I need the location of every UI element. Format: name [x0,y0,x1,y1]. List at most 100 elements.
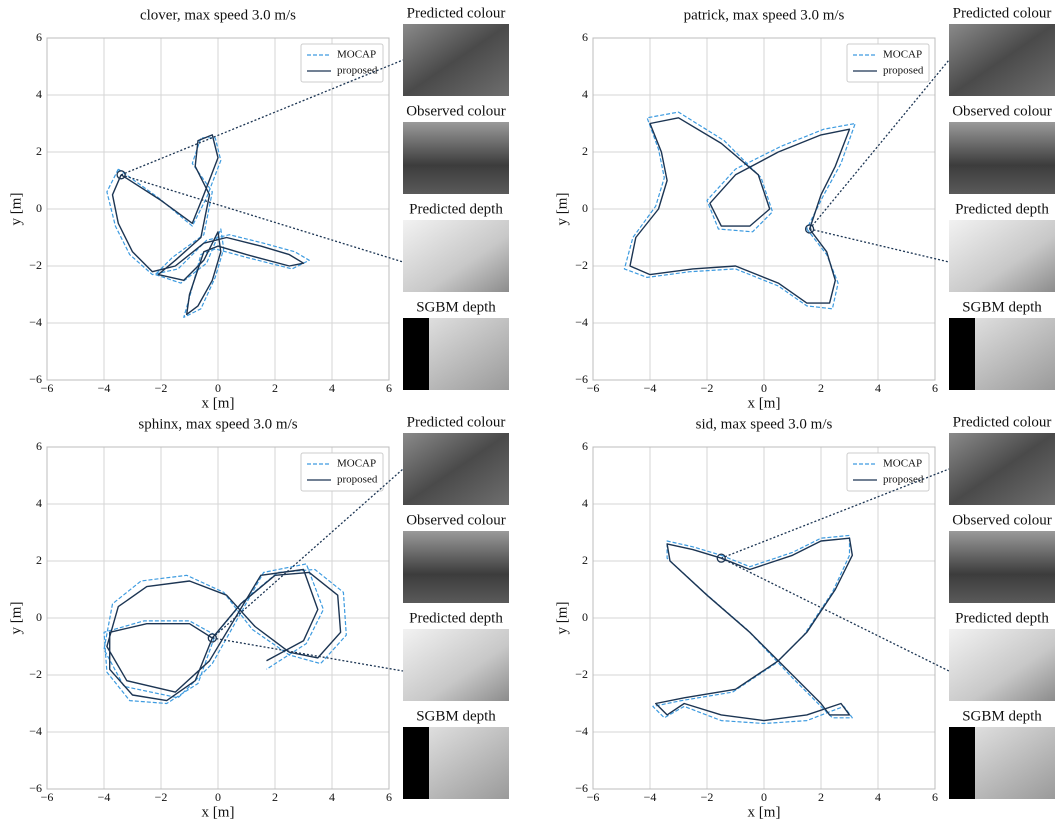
legend-box [300,452,384,492]
y-tick-label: −2 [575,667,588,681]
panel-image [949,433,1055,505]
panel-label: Predicted colour [953,5,1052,21]
trajectory-line [655,537,853,722]
y-axis-label: y [m] [554,602,570,635]
legend-label: MOCAP [337,458,376,470]
panel-label: Predicted depth [955,201,1049,217]
connector [211,468,404,639]
x-tick-label: −6 [41,790,54,804]
x-tick-label: 4 [329,381,335,395]
x-tick-label: 2 [272,381,278,395]
legend-label: proposed [337,65,378,77]
y-tick-label: 0 [582,610,588,624]
x-tick-label: −4 [98,381,111,395]
panel-label: Predicted colour [953,414,1052,430]
panel-image [949,220,1055,292]
panel-mask [403,318,429,390]
connector [720,557,950,672]
panel-image [403,531,509,603]
y-tick-label: 4 [582,496,588,510]
y-tick-label: 0 [36,201,42,215]
panel-image [949,24,1055,96]
connector [721,468,950,559]
panel-image [403,220,509,292]
legend-label: proposed [883,65,924,77]
legend-box [300,43,384,83]
panel-image [949,122,1055,194]
legend-box [846,452,930,492]
legend-label: proposed [337,474,378,486]
trajectory-line [623,111,856,310]
trajectory-line [103,563,347,705]
x-tick-label: 4 [329,790,335,804]
y-tick-label: −6 [29,781,42,795]
x-tick-label: 0 [761,381,767,395]
panel-image [403,629,509,701]
y-tick-label: −2 [575,258,588,272]
panel-image [949,531,1055,603]
axes-frame [592,37,936,381]
panel-label: Predicted colour [407,5,506,21]
x-tick-label: 0 [215,790,221,804]
connector [809,228,950,263]
legend-label: MOCAP [883,49,922,61]
x-tick-label: −4 [644,790,657,804]
legend-label: MOCAP [883,458,922,470]
y-axis-label: y [m] [8,602,24,635]
x-tick-label: 2 [818,381,824,395]
y-tick-label: 2 [36,144,42,158]
y-tick-label: 6 [582,30,588,44]
y-tick-label: 4 [582,87,588,101]
panel-label: Observed colour [406,103,506,119]
panel-label: SGBM depth [962,299,1042,315]
y-tick-label: −2 [29,667,42,681]
chart-title: clover, max speed 3.0 m/s [140,7,296,23]
y-axis-label: y [m] [8,193,24,226]
subplot: patrick, max speed 3.0 m/s −6 −4 −2 0 2 4 6 −6 −4… [554,5,1055,411]
connector [212,637,404,672]
y-tick-label: −4 [29,315,42,329]
x-tick-label: −2 [701,381,714,395]
y-tick-label: −6 [29,372,42,386]
x-tick-label: 6 [932,790,938,804]
y-tick-label: 0 [582,201,588,215]
highlight-point [716,553,726,563]
highlight-point [804,224,815,234]
x-tick-label: −6 [587,381,600,395]
trajectory-line [652,534,853,725]
chart-title: sphinx, max speed 3.0 m/s [138,416,297,432]
trajectory-line [106,568,342,702]
x-tick-label: −6 [587,790,600,804]
panel-label: Observed colour [952,103,1052,119]
subplot: clover, max speed 3.0 m/s −6 −4 −2 0 2 4 6 −6 −4 −… [8,5,509,411]
y-tick-label: 2 [36,553,42,567]
x-tick-label: 2 [272,790,278,804]
y-tick-label: 0 [36,610,42,624]
trajectory-line [629,117,851,304]
y-tick-label: 6 [36,439,42,453]
y-tick-label: 6 [36,30,42,44]
trajectory-line [106,137,310,318]
panel-label: SGBM depth [416,708,496,724]
legend-label: proposed [883,474,924,486]
panel-label: Observed colour [406,512,506,528]
x-tick-label: 4 [875,790,881,804]
x-tick-label: −4 [644,381,657,395]
x-tick-label: 6 [386,790,392,804]
x-tick-label: −2 [155,790,168,804]
axes-frame [46,446,390,790]
legend-label: MOCAP [337,49,376,61]
panel-mask [949,727,975,799]
legend-box [846,43,930,83]
y-tick-label: −4 [575,315,588,329]
chart-title: patrick, max speed 3.0 m/s [684,7,845,23]
y-tick-label: −2 [29,258,42,272]
trajectory-line [111,134,305,316]
x-axis-label: x [m] [202,804,235,820]
y-tick-label: 6 [582,439,588,453]
x-axis-label: x [m] [748,395,781,411]
connector [120,174,404,263]
x-tick-label: 4 [875,381,881,395]
panel-label: SGBM depth [416,299,496,315]
